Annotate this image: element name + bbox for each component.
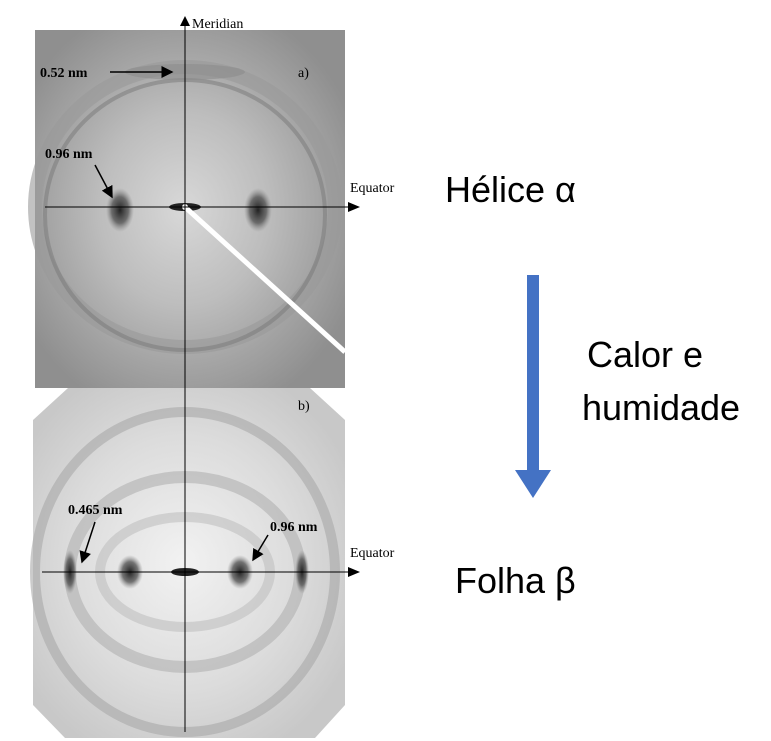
panel-a: [35, 30, 345, 388]
transition-label: humidade: [582, 387, 740, 428]
spacing-label: 0.96 nm: [45, 147, 93, 162]
axis-label: Equator: [350, 181, 395, 196]
transition-arrow: [527, 275, 539, 470]
transition-arrowhead: [515, 470, 551, 498]
panel-b: [33, 388, 345, 738]
arrowhead: [348, 567, 360, 577]
state-label: Folha β: [455, 560, 576, 601]
transition-label: Calor e: [587, 334, 703, 375]
spacing-label: 0.465 nm: [68, 503, 123, 518]
axis-label: Meridian: [192, 17, 243, 32]
panel-label: a): [298, 66, 309, 81]
state-label: Hélice α: [445, 169, 576, 210]
spacing-label: 0.52 nm: [40, 66, 88, 81]
arrowhead: [180, 16, 190, 26]
axis-label: Equator: [350, 546, 395, 561]
arrowhead: [348, 202, 360, 212]
figure: Meridian 0.52 nm a) 0.96 nm Equator b) 0…: [0, 0, 771, 741]
spacing-label: 0.96 nm: [270, 520, 318, 535]
equator-spot: [244, 188, 272, 232]
panel-label: b): [298, 399, 310, 414]
